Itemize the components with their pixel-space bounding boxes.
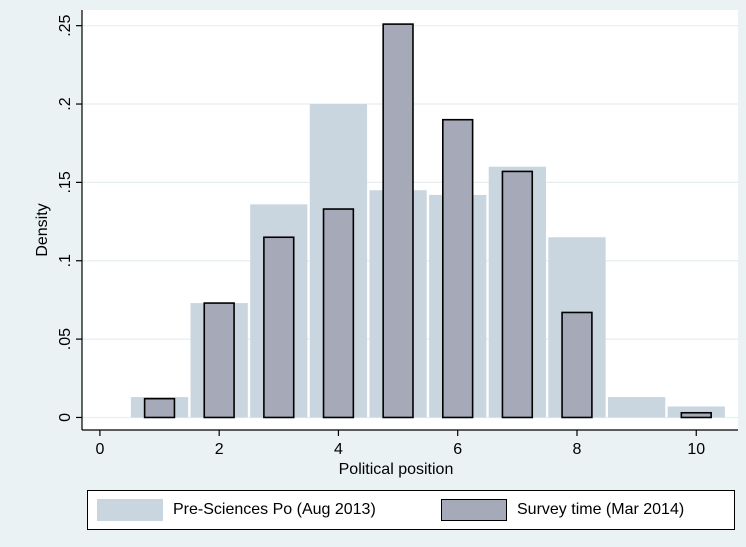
bar-pre-sciences-po bbox=[607, 397, 666, 418]
plot-svg: 0 .05 .1 .15 .2 .25 0 2 4 6 8 10 Density Political … bbox=[34, 10, 738, 478]
legend-swatch-pre-sciences-po bbox=[97, 499, 163, 521]
y-tick-label: 0 bbox=[57, 413, 74, 422]
x-tick-label: 2 bbox=[215, 441, 224, 458]
bar-survey-time bbox=[561, 311, 593, 419]
legend-swatch-survey-time bbox=[441, 499, 507, 521]
y-tick-label: .25 bbox=[57, 14, 74, 36]
bar-survey-time bbox=[263, 236, 295, 419]
x-tick-label: 0 bbox=[95, 441, 104, 458]
y-tick-label: .15 bbox=[57, 171, 74, 193]
legend-item-survey-time: Survey time (Mar 2014) bbox=[441, 491, 684, 529]
y-tick-label: .05 bbox=[57, 328, 74, 350]
bar-survey-time bbox=[203, 302, 235, 419]
y-tick-label: .2 bbox=[57, 97, 74, 110]
axes: 0 .05 .1 .15 .2 .25 0 2 4 6 8 10 bbox=[57, 10, 738, 458]
x-tick-label: 8 bbox=[573, 441, 582, 458]
bar-survey-time bbox=[143, 397, 176, 419]
x-tick-label: 4 bbox=[334, 441, 343, 458]
legend-label-pre-sciences-po: Pre-Sciences Po (Aug 2013) bbox=[173, 501, 376, 518]
bar-survey-time bbox=[441, 118, 474, 419]
x-tick-label: 6 bbox=[453, 441, 462, 458]
legend-label-survey-time: Survey time (Mar 2014) bbox=[517, 501, 685, 518]
x-tick-label: 10 bbox=[687, 441, 705, 458]
bar-survey-time bbox=[501, 170, 534, 419]
x-axis-title: Political position bbox=[339, 461, 454, 478]
legend: Pre-Sciences Po (Aug 2013) Survey time (… bbox=[87, 490, 735, 530]
bar-survey-time bbox=[680, 411, 712, 419]
y-tick-label: .1 bbox=[57, 254, 74, 267]
bar-survey-time bbox=[322, 208, 355, 419]
legend-item-pre-sciences-po: Pre-Sciences Po (Aug 2013) bbox=[97, 491, 376, 529]
y-axis-title: Density bbox=[34, 203, 51, 256]
series-survey-time bbox=[143, 23, 712, 419]
bar-survey-time bbox=[382, 23, 414, 419]
